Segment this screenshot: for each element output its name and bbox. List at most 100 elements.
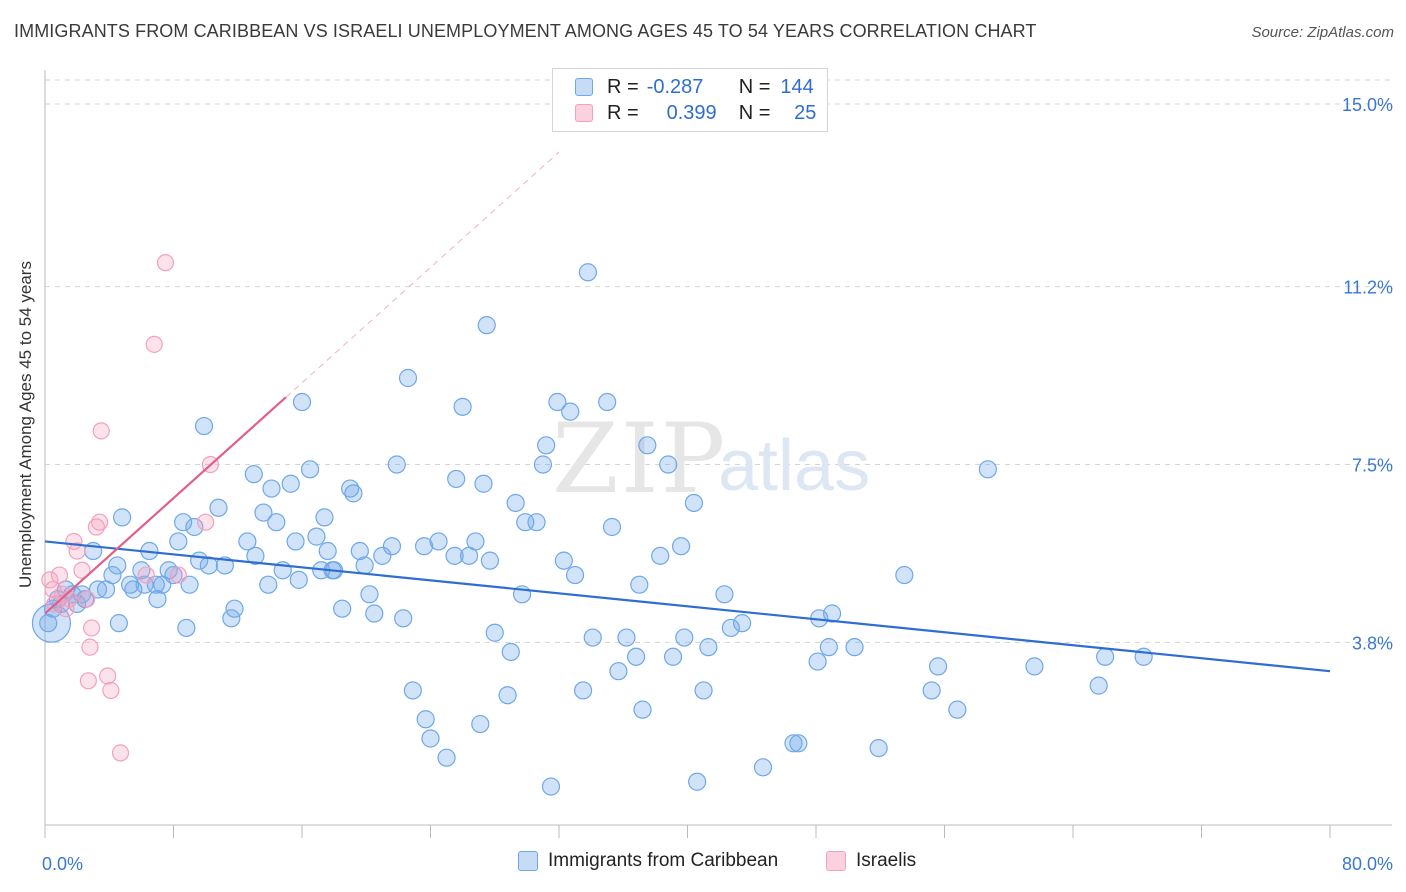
caribbean-point bbox=[533, 455, 553, 474]
caribbean-point bbox=[267, 513, 286, 532]
caribbean-point bbox=[121, 575, 140, 594]
caribbean-point bbox=[948, 700, 967, 719]
caribbean-point bbox=[398, 368, 418, 388]
caribbean-point bbox=[466, 532, 485, 551]
caribbean-point bbox=[344, 484, 363, 503]
caribbean-point bbox=[333, 599, 352, 618]
caribbean-point bbox=[715, 585, 734, 604]
chart-title: IMMIGRANTS FROM CARIBBEAN VS ISRAELI UNE… bbox=[14, 21, 1037, 41]
caribbean-point bbox=[109, 614, 128, 633]
caribbean-point bbox=[307, 527, 326, 546]
tick-labels: 3.8% 7.5% 11.2% 15.0% 0.0% 80.0% bbox=[42, 95, 1393, 874]
caribbean-swatch bbox=[575, 78, 593, 96]
caribbean-point bbox=[315, 508, 334, 527]
israelis-point bbox=[91, 513, 109, 531]
caribbean-point bbox=[124, 580, 143, 599]
legend-item-caribbean[interactable]: Immigrants from Caribbean bbox=[518, 850, 778, 872]
caribbean-point bbox=[394, 609, 413, 628]
n-label: N = bbox=[738, 75, 771, 98]
caribbean-point bbox=[583, 628, 602, 647]
caribbean-point bbox=[429, 532, 448, 551]
israelis-point bbox=[169, 566, 187, 584]
caribbean-point bbox=[675, 628, 694, 647]
caribbean-point bbox=[421, 729, 440, 748]
caribbean-point bbox=[630, 575, 649, 594]
israelis-point bbox=[197, 513, 215, 531]
caribbean-point bbox=[626, 647, 646, 666]
caribbean-point bbox=[222, 609, 241, 628]
caribbean-point bbox=[414, 537, 434, 556]
series-caribbean-points bbox=[31, 263, 1153, 796]
caribbean-point bbox=[671, 537, 691, 556]
caribbean-point bbox=[501, 642, 520, 662]
caribbean-point bbox=[819, 638, 838, 657]
caribbean-point bbox=[259, 575, 278, 594]
caribbean-point bbox=[598, 392, 617, 412]
caribbean-point bbox=[281, 474, 300, 493]
caribbean-point bbox=[663, 647, 683, 666]
correlation-legend: R = -0.287 N = 144 R = 0.399 N = 25 bbox=[552, 68, 828, 132]
caribbean-point bbox=[365, 604, 384, 623]
caribbean-point bbox=[403, 681, 422, 700]
caribbean-point bbox=[845, 638, 864, 657]
caribbean-point bbox=[895, 565, 914, 585]
caribbean-point bbox=[784, 734, 803, 753]
caribbean-point bbox=[733, 614, 752, 633]
israelis-swatch bbox=[575, 104, 593, 122]
israelis-swatch bbox=[826, 851, 846, 871]
caribbean-point bbox=[808, 652, 827, 671]
caribbean-point bbox=[578, 263, 598, 282]
y-tick-label: 7.5% bbox=[1352, 456, 1393, 476]
caribbean-point bbox=[180, 575, 199, 594]
israelis-point bbox=[73, 561, 91, 579]
caribbean-point bbox=[355, 556, 374, 575]
caribbean-point bbox=[721, 618, 740, 638]
caribbean-point bbox=[477, 316, 496, 335]
israelis-point bbox=[156, 254, 175, 272]
axes bbox=[44, 70, 1392, 838]
caribbean-point bbox=[286, 532, 305, 551]
legend-row-israelis: R = 0.399 N = 25 bbox=[575, 101, 816, 125]
caribbean-point bbox=[609, 662, 628, 681]
caribbean-point bbox=[445, 546, 464, 565]
legend-item-israelis[interactable]: Israelis bbox=[826, 850, 916, 872]
caribbean-point bbox=[292, 392, 312, 412]
y-tick-label: 15.0% bbox=[1342, 95, 1393, 115]
caribbean-point bbox=[573, 681, 593, 700]
israelis-trend-line bbox=[44, 396, 287, 615]
caribbean-point bbox=[148, 589, 167, 609]
watermark-atlas: atlas bbox=[718, 426, 870, 506]
caribbean-point bbox=[617, 628, 636, 647]
caribbean-point bbox=[561, 402, 580, 421]
caribbean-point bbox=[262, 479, 281, 498]
caribbean-point bbox=[498, 686, 517, 705]
israelis-point bbox=[60, 590, 78, 608]
series-legend: Immigrants from Caribbean Israelis bbox=[0, 850, 1406, 878]
n-label: N = bbox=[738, 101, 771, 124]
caribbean-point bbox=[194, 416, 214, 436]
caribbean-point bbox=[474, 474, 493, 493]
caribbean-point bbox=[164, 565, 183, 585]
x-tick-label-max: 80.0% bbox=[1342, 854, 1393, 874]
caribbean-point bbox=[753, 758, 773, 777]
israelis-point bbox=[41, 571, 59, 589]
caribbean-point bbox=[978, 460, 997, 479]
caribbean-point bbox=[289, 570, 308, 589]
caribbean-point bbox=[318, 541, 337, 561]
caribbean-point bbox=[471, 714, 490, 734]
israelis-point bbox=[82, 619, 101, 637]
caribbean-point bbox=[373, 546, 392, 565]
caribbean-point bbox=[169, 532, 188, 551]
caribbean-point bbox=[350, 541, 369, 561]
caribbean-point bbox=[387, 455, 406, 474]
israelis-point bbox=[137, 566, 155, 584]
caribbean-point bbox=[103, 565, 122, 585]
caribbean-point bbox=[694, 681, 713, 700]
r-value: 0.399 bbox=[666, 101, 717, 124]
caribbean-point bbox=[869, 738, 888, 758]
y-tick-label: 3.8% bbox=[1352, 633, 1393, 653]
caribbean-point bbox=[244, 465, 263, 484]
legend-row-caribbean: R = -0.287 N = 144 bbox=[575, 75, 814, 99]
caribbean-point bbox=[651, 546, 670, 565]
